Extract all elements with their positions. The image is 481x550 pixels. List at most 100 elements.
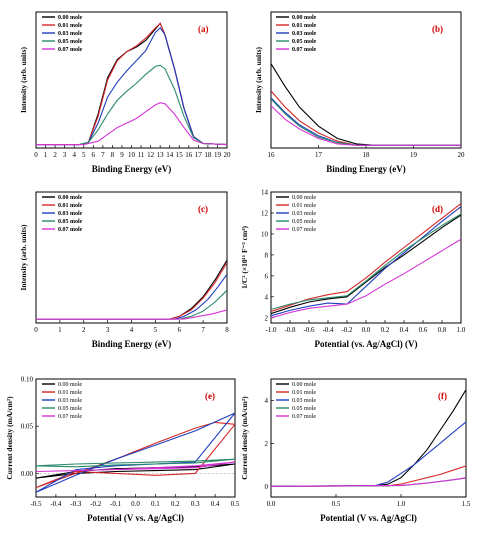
y-axis-label: Intensity (arb. units) [254,46,263,113]
y-tick-label: 0.10 [21,376,34,384]
y-tick-label: 8 [265,251,269,259]
legend-label: 0.03 mole [58,211,83,217]
series-line-0-00-mole [271,214,461,315]
panel-label: (a) [198,24,209,34]
legend-label: 0.07 mole [58,227,83,233]
legend-label: 0.05 mole [292,39,317,45]
x-tick-label: 4 [72,151,76,159]
legend-label: 0.03 mole [58,31,83,37]
x-tick-label: -0.2 [341,326,353,334]
x-tick-label: 11 [138,151,145,159]
series-line-0-00-mole [271,389,466,487]
panel-label: (e) [205,391,215,401]
x-tick-label: 0.0 [267,500,276,508]
x-tick-label: -0.3 [70,500,82,508]
x-tick-label: 0.8 [438,326,447,334]
y-axis-label: Intensity (arb. units) [19,224,28,291]
x-tick-label: -0.1 [110,500,122,508]
series-line-0-05-mole [36,289,227,320]
y-axis-label: Current density (mA/cm²) [240,396,249,480]
series-line-0-00-mole [36,259,227,320]
x-tick-label: 18 [363,151,371,159]
y-axis-label: 1/C² (×10¹¹ F⁻² cm⁴) [240,226,249,290]
plot-frame [270,378,467,498]
x-tick-label: -0.2 [90,500,102,508]
legend-label: 0.00 mole [292,195,316,201]
y-tick-label: 0.00 [21,470,34,478]
x-tick-label: 7 [201,326,205,334]
x-axis-label: Potential (V vs. Ag/AgCl) [87,513,184,523]
y-tick-label: 10 [261,230,269,238]
x-tick-label: -0.6 [303,326,315,334]
legend-label: 0.05 mole [58,39,83,45]
series-line-0-07-mole [36,102,227,146]
panel-label: (b) [432,24,443,34]
x-tick-label: 2 [82,326,86,334]
series-line-0-07-mole [271,105,461,146]
chart-panel-e: -0.5 -0.4 -0.3 -0.2 -0.1 0.0 0.1 0.2 0.3 0.4 0.5 0.… [5,376,240,524]
legend-label: 0.00 mole [58,195,83,201]
y-tick-label: 14 [261,189,269,197]
chart-panel-c: 0 1 2 3 4 5 6 7 8 0.00 mole 0.01 mole 0.03 mole 0.05… [19,191,229,349]
x-tick-label: 15 [176,151,184,159]
y-axis-label: Intensity (arb. units) [19,46,28,113]
x-tick-label: 20 [224,151,232,159]
x-tick-label: 9 [120,151,124,159]
y-tick-label: 4 [265,397,269,405]
series-line-0-05-mole [36,64,227,146]
x-tick-label: 6 [178,326,182,334]
x-tick-label: 0.4 [211,500,220,508]
series-line-0-07-mole [271,238,461,319]
x-tick-label: 0.0 [362,326,371,334]
x-tick-label: -0.4 [50,500,62,508]
x-tick-label: 0.1 [151,500,160,508]
legend-label: 0.03 mole [292,398,316,404]
x-tick-label: 0.4 [400,326,409,334]
series-line-0-01-mole [36,421,235,489]
legend-label: 0.01 mole [292,23,317,29]
series-line-0-07-mole [271,477,466,487]
legend-label: 0.03 mole [292,211,316,217]
x-tick-label: 0.0 [131,500,140,508]
x-tick-label: 0.5 [231,500,240,508]
x-tick-label: -1.0 [265,326,277,334]
x-tick-label: 12 [147,151,155,159]
series-line-0-01-mole [36,262,227,320]
x-tick-label: 16 [268,151,276,159]
x-tick-label: 3 [106,326,110,334]
x-tick-label: 10 [128,151,136,159]
y-tick-label: 2 [265,440,269,448]
x-tick-label: 2 [53,151,57,159]
legend-label: 0.05 mole [58,406,82,412]
x-tick-label: 0.6 [419,326,428,334]
x-tick-label: 18 [204,151,212,159]
x-tick-label: 13 [157,151,165,159]
x-tick-label: 0.2 [171,500,180,508]
series-line-0-07-mole [36,461,235,473]
x-axis-label: Binding Energy (eV) [92,339,172,349]
x-tick-label: -0.5 [30,500,42,508]
x-tick-label: -0.4 [322,326,334,334]
y-tick-label: 2 [265,314,269,322]
x-tick-label: 6 [92,151,96,159]
legend-label: 0.03 mole [58,398,82,404]
x-tick-label: 7 [101,151,105,159]
x-axis-label: Potential (V vs. Ag/AgCl) [320,513,417,523]
y-tick-label: 0 [265,483,269,491]
y-tick-label: 12 [261,209,269,217]
legend-label: 0.07 mole [292,227,316,233]
x-tick-label: 14 [166,151,174,159]
y-tick-label: 0.05 [21,423,34,431]
series-line-0-05-mole [271,98,461,146]
chart-panel-d: -1.0 -0.8 -0.6 -0.4 -0.2 0.0 0.2 0.4 0.6 0.8 1.0 2 4… [240,189,466,350]
x-axis-label: Binding Energy (eV) [326,164,406,174]
series-line-0-01-mole [271,465,466,487]
series-line-0-01-mole [271,90,461,146]
legend-label: 0.01 mole [292,390,316,396]
x-tick-label: 16 [185,151,193,159]
series-line-0-03-mole [271,97,461,146]
series-line-0-05-mole [36,458,235,468]
chart-panel-a: 0 1 2 3 4 5 6 7 8 9 10 11 12 13 14 15 16 17 18 19 200.00 mol… [19,11,232,174]
series-line-0-03-mole [271,206,461,317]
